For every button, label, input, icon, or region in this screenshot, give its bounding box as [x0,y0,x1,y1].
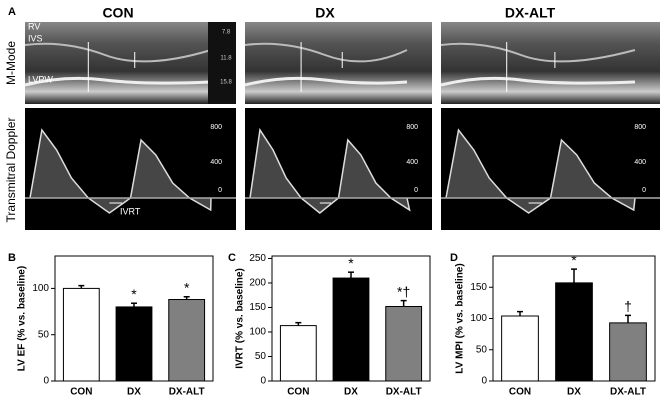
y-tick-label: 0 [43,376,49,387]
mmode-wall [440,76,636,87]
mmode-image [441,22,660,104]
doppler-scale: 0 [414,187,418,194]
mmode-image [25,22,236,104]
doppler-scale: 800 [210,124,222,131]
column-title: DX [315,5,335,21]
bar [115,306,153,382]
row-label: Transmitral Doppler [4,118,18,223]
y-tick-label: 50 [38,329,50,340]
column-title: DX-ALT [505,5,556,21]
bar [609,322,647,382]
doppler-scale: 0 [218,187,222,194]
bar [555,282,593,382]
mmode-wall [244,76,408,87]
doppler-image [245,108,432,230]
mmode-label: RV [28,21,40,31]
doppler-image [25,108,236,230]
mmode-scale-label: 11.8 [220,56,232,62]
column-title: CON [102,5,133,21]
x-tick-label: DX [567,387,581,398]
mmode-label: LVPW [28,74,53,84]
y-axis-label: LV EF (% vs. baseline) [17,266,28,371]
x-tick-label: DX-ALT [610,387,646,398]
panel-letter: C [228,252,236,264]
bar [385,305,423,382]
y-tick-label: 0 [481,376,487,387]
x-tick-label: DX-ALT [169,387,205,398]
annotation: † [624,298,632,314]
bar [332,277,370,382]
mmode-scale [208,22,236,104]
mmode-wall [440,42,636,63]
doppler-scale: 800 [406,124,418,131]
doppler-scale: 400 [406,159,418,166]
doppler-label: IVRT [120,206,141,216]
annotation: * [348,255,354,271]
echo-images [24,22,660,230]
y-tick-label: 200 [249,278,266,289]
x-tick-label: DX [344,387,358,398]
mmode-scale-label: 7.8 [222,30,231,36]
panel-letter: A [8,6,16,18]
doppler-scale: 400 [210,159,222,166]
y-tick-label: 50 [255,351,267,362]
x-tick-label: CON [70,387,92,398]
y-axis-label: IVRT (% vs. baseline) [235,268,246,369]
x-tick-label: DX-ALT [386,387,422,398]
bar [501,315,539,382]
panel-letter: B [8,252,16,264]
y-tick-label: 100 [470,313,487,324]
mmode-image [245,22,432,104]
panel-letter: D [450,252,458,264]
y-axis-label: LV MPI (% vs. baseline) [455,263,466,373]
y-tick-label: 250 [249,253,266,264]
y-tick-label: 50 [476,344,488,355]
bar [62,287,100,382]
doppler-scale: 400 [634,159,646,166]
mmode-wall [244,42,408,63]
mmode-wall [24,42,212,63]
mmode-scale-label: 15.8 [220,80,232,86]
row-label: M-Mode [4,41,18,85]
bar [279,325,317,382]
mmode-wall [24,76,212,87]
annotation: * [184,279,190,295]
doppler-scale: 800 [634,124,646,131]
y-tick-label: 0 [260,376,266,387]
annotation: * [131,286,137,302]
annotation: *† [397,283,410,299]
doppler-image [441,108,660,230]
y-tick-label: 150 [249,302,266,313]
x-tick-label: DX [127,387,141,398]
mmode-label: IVS [28,33,43,43]
x-tick-label: CON [287,387,309,398]
y-tick-label: 100 [249,327,266,338]
annotation: * [571,252,577,268]
y-tick-label: 150 [470,282,487,293]
y-tick-label: 100 [32,283,49,294]
bar [168,299,206,382]
doppler-scale: 0 [642,187,646,194]
x-tick-label: CON [509,387,531,398]
